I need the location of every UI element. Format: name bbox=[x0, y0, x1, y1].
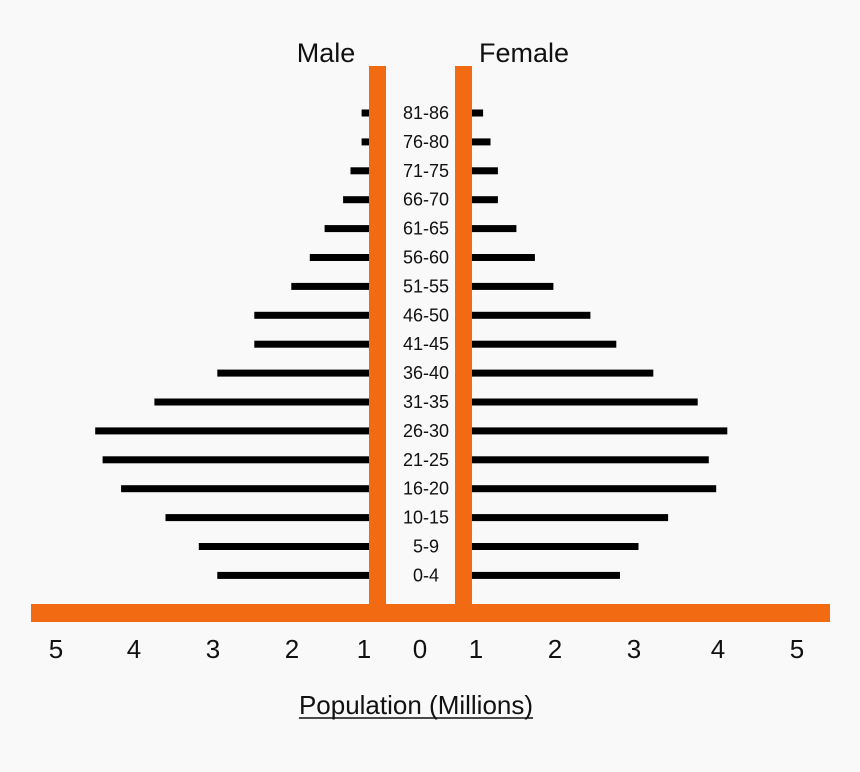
tick-male-5: 5 bbox=[49, 634, 63, 664]
age-label-31-35: 31-35 bbox=[403, 392, 449, 412]
age-labels-group: 81-86 76-80 71-75 66-70 61-65 56-60 51-55 46-50… bbox=[403, 103, 449, 585]
bar-male-51-55 bbox=[291, 282, 369, 290]
bar-male-41-45 bbox=[254, 340, 369, 348]
age-label-61-65: 61-65 bbox=[403, 219, 449, 239]
age-label-36-40: 36-40 bbox=[403, 363, 449, 383]
bar-male-31-35 bbox=[154, 398, 369, 406]
bar-female-56-60 bbox=[472, 254, 535, 261]
age-label-5-9: 5-9 bbox=[413, 537, 439, 557]
age-label-46-50: 46-50 bbox=[403, 305, 449, 325]
bar-male-21-25 bbox=[102, 456, 369, 464]
tick-female-2: 2 bbox=[548, 634, 562, 664]
bar-female-31-35 bbox=[472, 398, 698, 406]
age-label-26-30: 26-30 bbox=[403, 421, 449, 441]
male-header: Male bbox=[297, 38, 356, 68]
tick-female-3: 3 bbox=[627, 634, 641, 664]
bar-male-16-20 bbox=[121, 485, 369, 493]
bar-male-61-65 bbox=[324, 225, 369, 233]
male-center-axis bbox=[369, 66, 386, 614]
tick-female-5: 5 bbox=[790, 634, 804, 664]
bar-female-81-86 bbox=[472, 109, 484, 117]
bar-female-51-55 bbox=[472, 282, 554, 290]
tick-male-1: 1 bbox=[357, 634, 371, 664]
bar-female-41-45 bbox=[472, 340, 617, 348]
age-label-81-86: 81-86 bbox=[403, 103, 449, 123]
bar-female-0-4 bbox=[472, 571, 620, 579]
tick-female-1: 1 bbox=[469, 634, 483, 664]
bar-female-16-20 bbox=[472, 485, 717, 493]
x-axis-title: Population (Millions) bbox=[299, 690, 533, 720]
bar-male-76-80 bbox=[361, 138, 369, 146]
female-center-axis bbox=[455, 66, 472, 614]
bar-male-56-60 bbox=[309, 254, 369, 261]
age-label-41-45: 41-45 bbox=[403, 334, 449, 354]
x-axis-ticks: 5 4 3 2 1 0 1 2 3 4 5 bbox=[49, 634, 804, 664]
bar-female-71-75 bbox=[472, 167, 498, 175]
bar-male-46-50 bbox=[254, 311, 369, 319]
bar-female-76-80 bbox=[472, 138, 491, 146]
baseline-axis bbox=[31, 604, 830, 622]
age-label-10-15: 10-15 bbox=[403, 508, 449, 528]
bar-male-10-15 bbox=[165, 514, 369, 522]
bar-male-71-75 bbox=[350, 167, 369, 175]
bar-female-21-25 bbox=[472, 456, 709, 464]
tick-center-0: 0 bbox=[413, 634, 427, 664]
age-label-0-4: 0-4 bbox=[413, 565, 439, 585]
tick-female-4: 4 bbox=[711, 634, 725, 664]
tick-male-2: 2 bbox=[285, 634, 299, 664]
bar-female-61-65 bbox=[472, 225, 517, 233]
age-label-51-55: 51-55 bbox=[403, 276, 449, 296]
age-label-16-20: 16-20 bbox=[403, 479, 449, 499]
age-label-71-75: 71-75 bbox=[403, 161, 449, 181]
bars-group bbox=[95, 109, 728, 579]
bar-female-66-70 bbox=[472, 196, 498, 204]
tick-male-4: 4 bbox=[127, 634, 141, 664]
age-label-76-80: 76-80 bbox=[403, 132, 449, 152]
bar-female-10-15 bbox=[472, 514, 669, 522]
bar-male-36-40 bbox=[217, 369, 369, 377]
bar-male-81-86 bbox=[361, 109, 369, 117]
age-label-56-60: 56-60 bbox=[403, 248, 449, 268]
bar-male-66-70 bbox=[343, 196, 369, 204]
bar-female-36-40 bbox=[472, 369, 654, 377]
bar-female-46-50 bbox=[472, 311, 591, 319]
bar-female-26-30 bbox=[472, 427, 728, 435]
bar-male-5-9 bbox=[198, 543, 369, 550]
female-header: Female bbox=[479, 38, 569, 68]
bar-male-0-4 bbox=[217, 571, 369, 579]
bar-male-26-30 bbox=[95, 427, 369, 435]
age-label-66-70: 66-70 bbox=[403, 190, 449, 210]
tick-male-3: 3 bbox=[206, 634, 220, 664]
bar-female-5-9 bbox=[472, 543, 639, 550]
age-label-21-25: 21-25 bbox=[403, 450, 449, 470]
